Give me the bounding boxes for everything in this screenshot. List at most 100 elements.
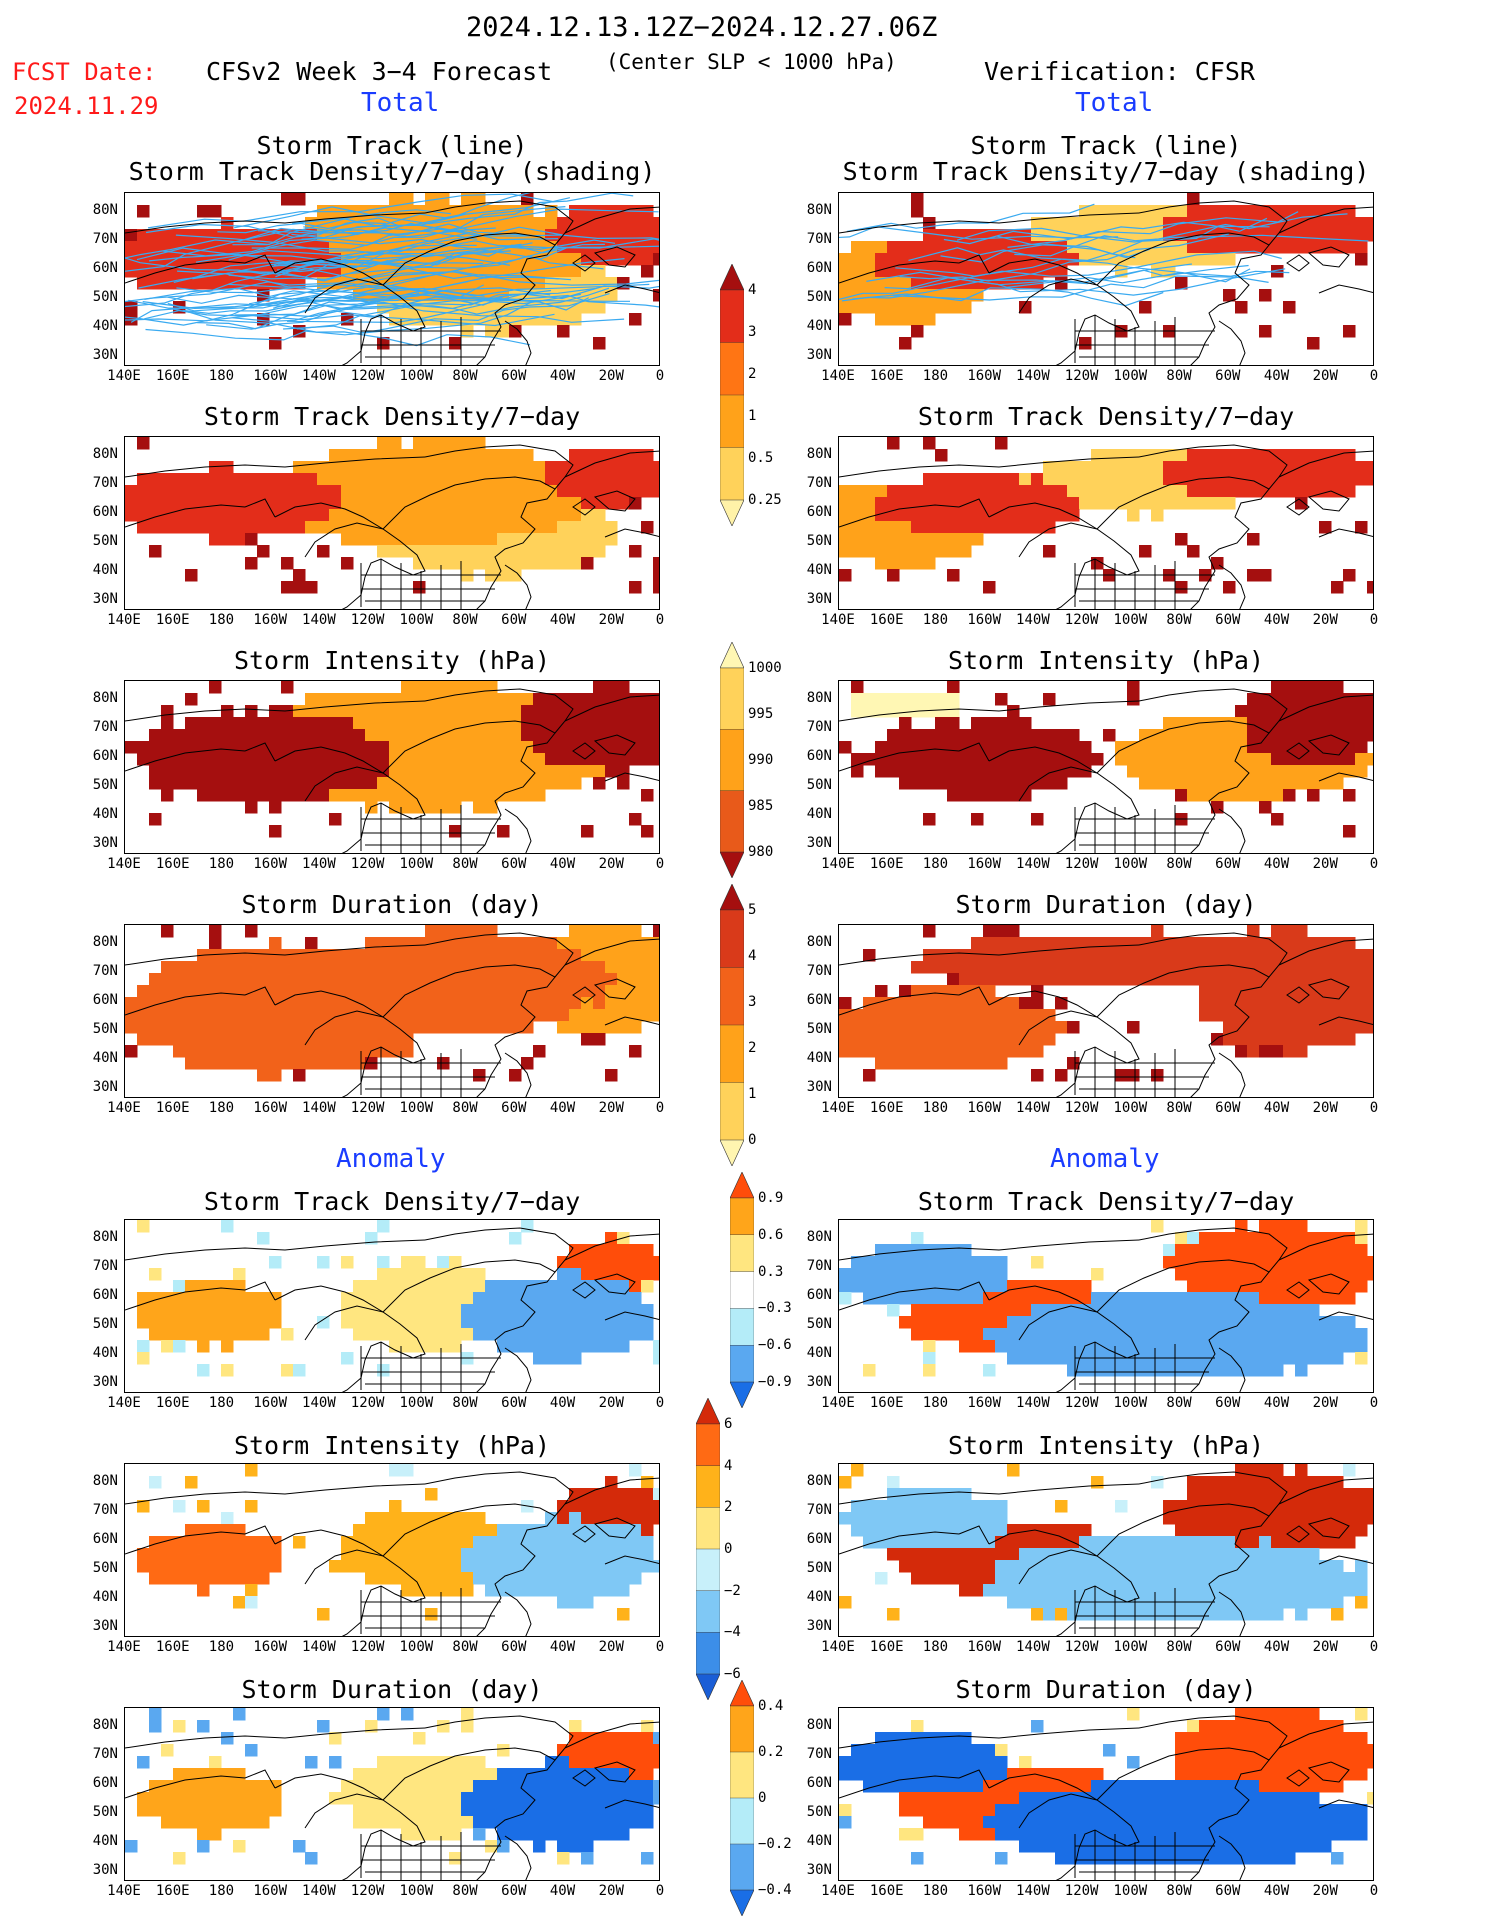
- field-cell: [605, 985, 618, 998]
- field-cell: [377, 509, 390, 522]
- field-cell: [1283, 1744, 1296, 1757]
- field-cell: [269, 1256, 282, 1269]
- field-cell: [653, 985, 659, 998]
- field-cell: [1103, 217, 1116, 230]
- field-cell: [449, 1792, 462, 1805]
- field-cell: [1091, 1548, 1104, 1561]
- field-cell: [485, 961, 498, 974]
- field-cell: [653, 741, 659, 754]
- field-cell: [1031, 1316, 1044, 1329]
- field-cell: [437, 1816, 450, 1829]
- field-cell: [209, 1828, 222, 1841]
- field-cell: [1019, 497, 1032, 510]
- field-cell: [995, 1280, 1008, 1293]
- field-cell: [653, 937, 659, 950]
- field-cell: [935, 497, 948, 510]
- field-cell: [161, 229, 174, 242]
- field-cell: [839, 253, 852, 266]
- field-cell: [947, 301, 960, 314]
- field-cell: [185, 985, 198, 998]
- field-cell: [863, 949, 876, 962]
- field-cell: [389, 437, 402, 450]
- field-cell: [293, 1536, 306, 1549]
- field-cell: [425, 1560, 438, 1573]
- field-cell: [341, 729, 354, 742]
- field-cell: [569, 961, 582, 974]
- field-cell: [1235, 1512, 1248, 1525]
- field-cell: [629, 985, 642, 998]
- field-cell: [377, 1045, 390, 1058]
- field-cell: [1211, 1292, 1224, 1305]
- field-cell: [1295, 1536, 1308, 1549]
- field-cell: [1163, 777, 1176, 790]
- field-cell: [257, 1033, 270, 1046]
- field-cell: [1223, 741, 1236, 754]
- field-cell: [653, 557, 659, 570]
- field-cell: [377, 1524, 390, 1537]
- field-cell: [377, 449, 390, 462]
- field-cell: [269, 1560, 282, 1573]
- field-cell: [959, 765, 972, 778]
- field-cell: [1283, 1316, 1296, 1329]
- field-cell: [161, 1009, 174, 1022]
- field-cell: [653, 1792, 659, 1805]
- field-cell: [173, 485, 186, 498]
- field-cell: [899, 313, 912, 326]
- field-cell: [209, 1804, 222, 1817]
- field-cell: [1223, 205, 1236, 218]
- field-cell: [269, 1009, 282, 1022]
- field-cell: [1319, 937, 1332, 950]
- field-cell: [1223, 241, 1236, 254]
- field-cell: [401, 1792, 414, 1805]
- field-cell: [1199, 461, 1212, 474]
- field-cell: [581, 765, 594, 778]
- storm-track-line: [125, 281, 400, 303]
- field-cell: [1247, 753, 1260, 766]
- field-cell: [293, 1057, 306, 1070]
- field-cell: [569, 1009, 582, 1022]
- field-cell: [983, 925, 996, 938]
- field-cell: [875, 1021, 888, 1034]
- coastline: [424, 200, 574, 246]
- field-cell: [557, 253, 570, 266]
- field-cell: [197, 1316, 210, 1329]
- field-cell: [233, 1280, 246, 1293]
- field-cell: [1307, 681, 1320, 694]
- field-cell: [1163, 1828, 1176, 1841]
- field-cell: [437, 925, 450, 938]
- field-cell: [899, 1512, 912, 1525]
- field-cell: [557, 545, 570, 558]
- field-cell: [911, 777, 924, 790]
- field-cell: [413, 1756, 426, 1769]
- field-cell: [1007, 1804, 1020, 1817]
- field-cell: [935, 241, 948, 254]
- coastline: [604, 1555, 659, 1565]
- field-cell: [1199, 241, 1212, 254]
- field-cell: [521, 1021, 534, 1034]
- field-cell: [1079, 1364, 1092, 1377]
- field-cell: [1163, 961, 1176, 974]
- field-cell: [629, 949, 642, 962]
- field-cell: [473, 777, 486, 790]
- field-cell: [1283, 1596, 1296, 1609]
- field-cell: [401, 705, 414, 718]
- field-cell: [1235, 1596, 1248, 1609]
- field-cell: [521, 277, 534, 290]
- field-cell: [911, 193, 924, 206]
- field-cell: [1151, 765, 1164, 778]
- field-cell: [269, 509, 282, 522]
- field-cell: [995, 1792, 1008, 1805]
- field-cell: [449, 1816, 462, 1829]
- field-cell: [1187, 777, 1200, 790]
- field-cell: [473, 753, 486, 766]
- field-cell: [617, 1268, 630, 1281]
- field-cell: [473, 545, 486, 558]
- field-cell: [1355, 729, 1368, 742]
- field-cell: [569, 1524, 582, 1537]
- field-cell: [983, 1292, 996, 1305]
- field-cell: [971, 1057, 984, 1070]
- field-cell: [1271, 813, 1284, 826]
- field-cell: [545, 1828, 558, 1841]
- field-cell: [1295, 1560, 1308, 1573]
- field-cell: [581, 925, 594, 938]
